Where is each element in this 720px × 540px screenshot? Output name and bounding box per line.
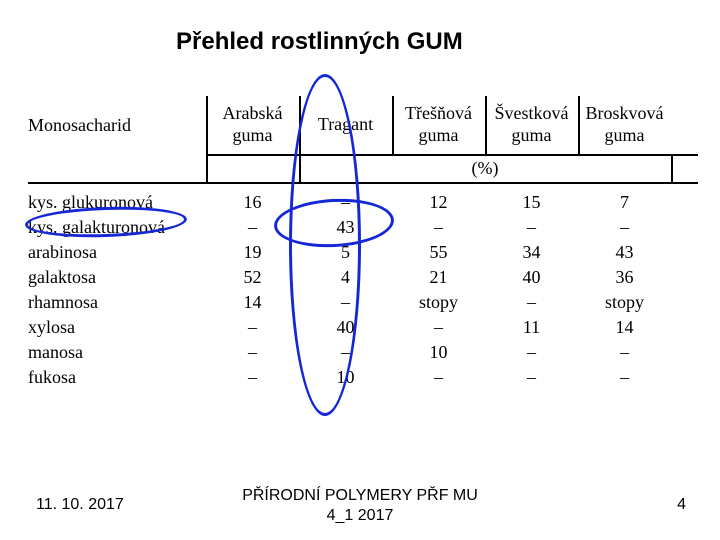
table-cell: 10 bbox=[392, 342, 485, 363]
table-hline bbox=[28, 182, 698, 184]
table-cell: – bbox=[392, 317, 485, 338]
pct-row: (%) bbox=[28, 154, 698, 182]
table-cell: 10 bbox=[299, 367, 392, 388]
row-label: kys. galakturonová bbox=[28, 217, 206, 238]
table-vline bbox=[578, 96, 580, 154]
col-header: Arabská guma bbox=[206, 96, 299, 154]
table-vline bbox=[485, 96, 487, 154]
table-row: kys. galakturonová–43––– bbox=[28, 215, 698, 240]
table-cell: – bbox=[578, 217, 671, 238]
row-label: galaktosa bbox=[28, 267, 206, 288]
table-vline bbox=[671, 154, 673, 182]
table-body: kys. glukuronová16–12157kys. galakturono… bbox=[28, 190, 698, 390]
row-label: rhamnosa bbox=[28, 292, 206, 313]
table-cell: 14 bbox=[578, 317, 671, 338]
gum-table: Monosacharid Arabská guma Tragant Třešňo… bbox=[28, 96, 698, 390]
table-cell: 43 bbox=[299, 217, 392, 238]
table-cell: – bbox=[299, 292, 392, 313]
table-cell: 12 bbox=[392, 192, 485, 213]
table-cell: – bbox=[206, 367, 299, 388]
table-cell: 19 bbox=[206, 242, 299, 263]
slide-title: Přehled rostlinných GUM bbox=[176, 28, 463, 56]
table-cell: 21 bbox=[392, 267, 485, 288]
table-cell: 4 bbox=[299, 267, 392, 288]
row-label: xylosa bbox=[28, 317, 206, 338]
table-cell: – bbox=[578, 367, 671, 388]
table-cell: 16 bbox=[206, 192, 299, 213]
footer-line2: 4_1 2017 bbox=[327, 507, 394, 524]
table-cell: – bbox=[206, 317, 299, 338]
col-header: Švestková guma bbox=[485, 96, 578, 154]
table-cell: – bbox=[206, 217, 299, 238]
row-label: manosa bbox=[28, 342, 206, 363]
monosacharid-label: Monosacharid bbox=[28, 96, 206, 154]
table-header-row: Monosacharid Arabská guma Tragant Třešňo… bbox=[28, 96, 698, 154]
table-cell: stopy bbox=[392, 292, 485, 313]
table-vline bbox=[206, 96, 208, 182]
table-cell: 40 bbox=[299, 317, 392, 338]
col-header: Broskvová guma bbox=[578, 96, 671, 154]
table-cell: – bbox=[206, 342, 299, 363]
table-cell: – bbox=[485, 342, 578, 363]
table-cell: 5 bbox=[299, 242, 392, 263]
table-row: manosa––10–– bbox=[28, 340, 698, 365]
table-cell: 43 bbox=[578, 242, 671, 263]
col-header: Tragant bbox=[299, 96, 392, 154]
pct-label: (%) bbox=[299, 158, 671, 179]
row-label: fukosa bbox=[28, 367, 206, 388]
table-cell: 40 bbox=[485, 267, 578, 288]
table-cell: 14 bbox=[206, 292, 299, 313]
table-cell: stopy bbox=[578, 292, 671, 313]
table-hline bbox=[206, 154, 698, 156]
table-row: xylosa–40–1114 bbox=[28, 315, 698, 340]
table-row: arabinosa195553443 bbox=[28, 240, 698, 265]
table-cell: – bbox=[392, 367, 485, 388]
table-cell: – bbox=[578, 342, 671, 363]
table-cell: – bbox=[485, 217, 578, 238]
table-cell: 34 bbox=[485, 242, 578, 263]
footer-page-number: 4 bbox=[677, 496, 686, 514]
table-cell: 11 bbox=[485, 317, 578, 338]
table-cell: – bbox=[485, 292, 578, 313]
table-cell: 15 bbox=[485, 192, 578, 213]
table-cell: 36 bbox=[578, 267, 671, 288]
table-cell: – bbox=[485, 367, 578, 388]
table-row: rhamnosa14–stopy–stopy bbox=[28, 290, 698, 315]
table-cell: 7 bbox=[578, 192, 671, 213]
row-label: kys. glukuronová bbox=[28, 192, 206, 213]
table-vline bbox=[299, 96, 301, 182]
footer-center: PŘÍRODNÍ POLYMERY PŘF MU 4_1 2017 bbox=[0, 486, 720, 526]
table-vline bbox=[392, 96, 394, 154]
row-label: arabinosa bbox=[28, 242, 206, 263]
table-cell: – bbox=[299, 342, 392, 363]
footer-line1: PŘÍRODNÍ POLYMERY PŘF MU bbox=[242, 487, 478, 504]
table-cell: 55 bbox=[392, 242, 485, 263]
table-row: galaktosa524214036 bbox=[28, 265, 698, 290]
table-cell: 52 bbox=[206, 267, 299, 288]
col-header: Třešňová guma bbox=[392, 96, 485, 154]
table-row: fukosa–10––– bbox=[28, 365, 698, 390]
table-cell: – bbox=[299, 192, 392, 213]
table-row: kys. glukuronová16–12157 bbox=[28, 190, 698, 215]
table-cell: – bbox=[392, 217, 485, 238]
